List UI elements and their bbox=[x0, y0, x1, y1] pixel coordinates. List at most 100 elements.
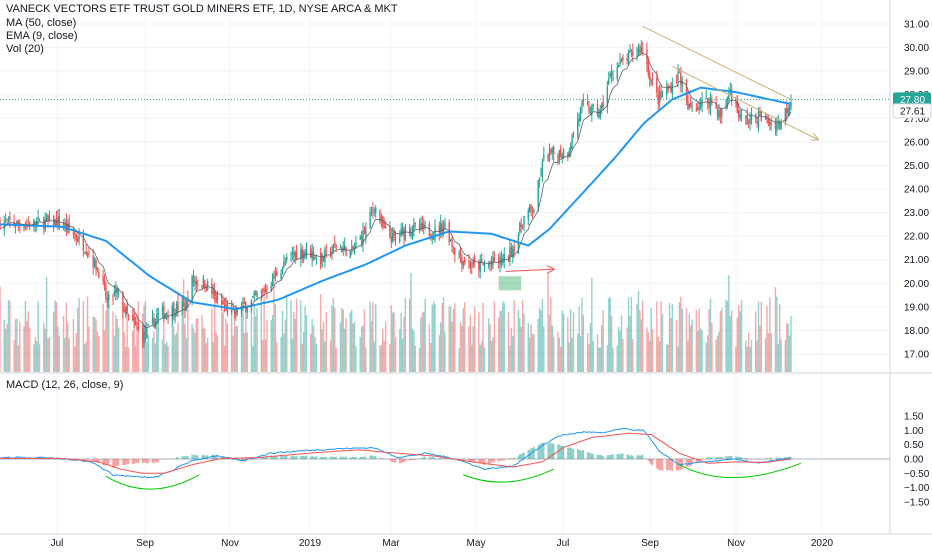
candle-body bbox=[766, 117, 768, 119]
candle-body bbox=[441, 224, 443, 233]
candle-body bbox=[531, 208, 534, 212]
macd-histogram-bar bbox=[302, 455, 305, 459]
macd-histogram-bar bbox=[293, 455, 295, 459]
candle-body bbox=[650, 79, 652, 83]
candle-body bbox=[527, 210, 529, 220]
ma-value-tag-text: 27.61 bbox=[900, 106, 925, 117]
ma50-line bbox=[0, 86, 792, 311]
candle-body bbox=[132, 315, 134, 321]
macd-histogram-bar bbox=[667, 459, 669, 470]
candle-body bbox=[424, 225, 426, 227]
volume-bar bbox=[341, 308, 343, 372]
macd-histogram-bar bbox=[192, 455, 195, 459]
macd-histogram-bar bbox=[629, 455, 631, 459]
volume-bar bbox=[151, 337, 154, 372]
candle-body bbox=[582, 99, 585, 102]
candle-body bbox=[421, 222, 424, 230]
macd-histogram-bar bbox=[105, 459, 107, 466]
volume-bar bbox=[301, 343, 303, 372]
candle-body bbox=[568, 151, 570, 156]
candle-body bbox=[96, 267, 99, 270]
macd-histogram-bar bbox=[250, 459, 253, 460]
macd-histogram-bar bbox=[543, 442, 545, 459]
candle-body bbox=[174, 314, 176, 318]
volume-bar bbox=[195, 318, 198, 372]
macd-histogram-bar bbox=[161, 459, 164, 460]
volume-bar bbox=[382, 329, 384, 372]
volume-bar bbox=[473, 306, 476, 372]
volume-bar bbox=[640, 319, 642, 372]
candle-body bbox=[310, 248, 312, 258]
candle-body bbox=[562, 150, 565, 158]
volume-bar bbox=[233, 307, 236, 372]
volume-bar bbox=[408, 298, 411, 372]
candle-body bbox=[365, 226, 367, 236]
price-tick-label: 30.00 bbox=[904, 43, 929, 54]
candle-body bbox=[24, 226, 27, 229]
volume-bar bbox=[223, 345, 226, 372]
volume-bar bbox=[105, 310, 107, 372]
candle-body bbox=[332, 243, 335, 251]
volume-bar bbox=[695, 310, 698, 372]
macd-histogram-bar bbox=[757, 459, 760, 460]
time-tick-label: 2019 bbox=[299, 538, 322, 549]
volume-bar bbox=[479, 344, 481, 372]
macd-histogram-bar bbox=[311, 455, 313, 459]
macd-histogram-bar bbox=[472, 459, 474, 463]
candle-body bbox=[311, 251, 313, 260]
volume-bar bbox=[685, 308, 688, 372]
candle-body bbox=[345, 247, 347, 257]
candle-body bbox=[283, 261, 285, 268]
candle-body bbox=[242, 301, 244, 304]
candle-body bbox=[167, 316, 169, 318]
trend-arrow bbox=[672, 65, 817, 139]
volume-bar bbox=[774, 287, 777, 372]
candle-body bbox=[314, 257, 316, 260]
macd-histogram-bar bbox=[102, 459, 104, 466]
volume-bar bbox=[602, 310, 604, 372]
candle-body bbox=[34, 221, 37, 225]
candle-body bbox=[302, 252, 305, 260]
macd-histogram-bar bbox=[127, 459, 130, 465]
candle-body bbox=[420, 223, 422, 227]
volume-bar bbox=[766, 305, 768, 372]
macd-histogram-bar bbox=[286, 455, 288, 459]
macd-histogram-bar bbox=[98, 459, 100, 463]
volume-bar bbox=[639, 309, 641, 372]
macd-histogram-bar bbox=[144, 459, 147, 463]
highlight-layer bbox=[498, 276, 522, 291]
macd-histogram-bar bbox=[759, 459, 761, 460]
macd-histogram-bar bbox=[276, 455, 278, 459]
candle-body bbox=[78, 235, 80, 240]
volume-bar bbox=[649, 340, 651, 372]
candle-body bbox=[579, 107, 582, 121]
candle-body bbox=[541, 161, 544, 176]
macd-histogram-bar bbox=[341, 457, 343, 459]
candle-body bbox=[384, 225, 387, 228]
candle-body bbox=[181, 302, 183, 310]
candle-body bbox=[164, 313, 166, 319]
volume-bar bbox=[154, 343, 157, 372]
volume-bar bbox=[321, 329, 323, 372]
macd-histogram-bar bbox=[440, 457, 442, 459]
macd-histogram-bar bbox=[586, 452, 589, 459]
macd-histogram-bar bbox=[725, 456, 727, 459]
macd-histogram-bar bbox=[512, 458, 514, 460]
candle-body bbox=[204, 279, 206, 288]
candle-body bbox=[65, 221, 68, 231]
volume-bar bbox=[122, 305, 124, 372]
candle-body bbox=[482, 262, 484, 265]
candle-body bbox=[82, 234, 85, 251]
volume-bar bbox=[490, 340, 493, 372]
volume-bar bbox=[670, 318, 672, 372]
volume-bar bbox=[365, 347, 367, 372]
volume-bar bbox=[362, 325, 364, 372]
volume-bar bbox=[715, 339, 717, 372]
volume-bar bbox=[591, 277, 593, 372]
last-price-tag-text: 27.80 bbox=[900, 95, 925, 106]
candle-body bbox=[728, 94, 730, 100]
macd-histogram-bar bbox=[650, 459, 652, 465]
candle-body bbox=[493, 257, 496, 262]
